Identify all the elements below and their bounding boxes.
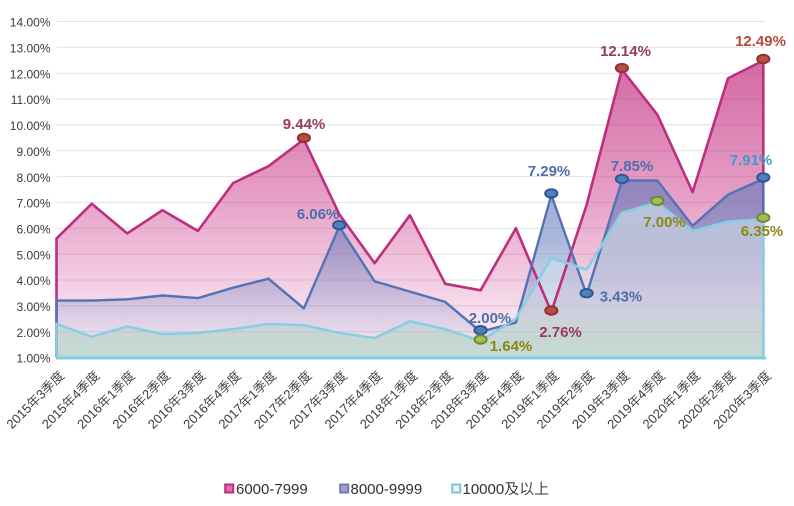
svg-text:6.06%: 6.06% [297, 206, 340, 223]
svg-text:11.00%: 11.00% [11, 93, 51, 107]
svg-text:13.00%: 13.00% [10, 42, 51, 56]
svg-text:6.00%: 6.00% [16, 223, 50, 237]
svg-text:7.91%: 7.91% [730, 152, 773, 169]
svg-text:7.29%: 7.29% [528, 163, 571, 180]
svg-text:1.00%: 1.00% [16, 352, 50, 366]
svg-text:7.00%: 7.00% [643, 214, 686, 231]
svg-text:12.00%: 12.00% [10, 67, 51, 81]
svg-text:9.00%: 9.00% [16, 145, 50, 159]
svg-text:14.00%: 14.00% [10, 16, 51, 30]
svg-text:2.00%: 2.00% [16, 326, 50, 340]
svg-text:9.44%: 9.44% [283, 116, 326, 133]
svg-text:8.00%: 8.00% [16, 171, 50, 185]
svg-text:3.00%: 3.00% [16, 300, 50, 314]
svg-text:10.00%: 10.00% [10, 119, 51, 133]
svg-text:7.00%: 7.00% [16, 197, 50, 211]
svg-text:5.00%: 5.00% [16, 248, 50, 262]
svg-text:2.76%: 2.76% [539, 324, 582, 341]
svg-text:6000-7999: 6000-7999 [236, 481, 308, 498]
svg-text:7.85%: 7.85% [611, 158, 654, 175]
svg-text:6.35%: 6.35% [741, 223, 784, 240]
svg-text:3.43%: 3.43% [600, 289, 643, 306]
svg-text:8000-9999: 8000-9999 [351, 481, 423, 498]
svg-text:12.14%: 12.14% [600, 43, 651, 60]
svg-text:10000: 10000 [463, 481, 505, 498]
svg-text:2.00%: 2.00% [469, 310, 512, 327]
svg-text:12.49%: 12.49% [735, 33, 786, 50]
svg-text:4.00%: 4.00% [16, 274, 50, 288]
svg-text:1.64%: 1.64% [490, 338, 533, 355]
